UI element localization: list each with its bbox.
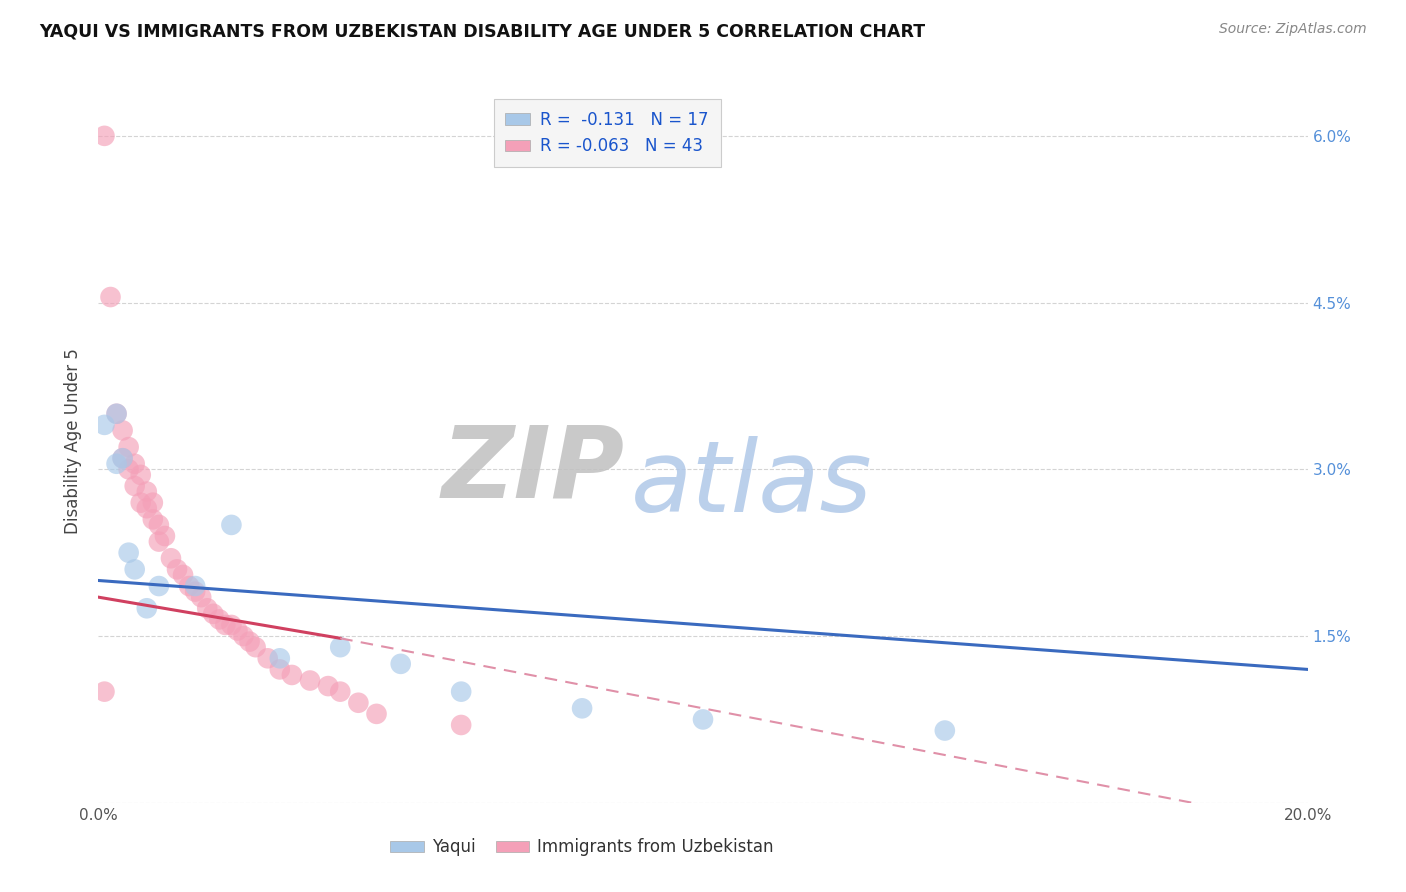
Point bbox=[184, 584, 207, 599]
Point bbox=[105, 407, 128, 421]
Point bbox=[142, 512, 165, 526]
Point bbox=[111, 451, 134, 466]
Point bbox=[153, 529, 176, 543]
Point bbox=[329, 640, 352, 655]
Point bbox=[160, 551, 183, 566]
Point bbox=[111, 424, 134, 438]
Point bbox=[148, 517, 170, 532]
Point bbox=[129, 467, 152, 482]
Point bbox=[226, 624, 249, 638]
Point bbox=[221, 618, 243, 632]
Point bbox=[281, 668, 304, 682]
Point bbox=[124, 457, 146, 471]
Point bbox=[118, 462, 141, 476]
Point bbox=[135, 484, 157, 499]
Text: atlas: atlas bbox=[630, 436, 872, 533]
Point bbox=[118, 440, 141, 454]
Point bbox=[221, 517, 243, 532]
Point bbox=[202, 607, 225, 621]
Point bbox=[166, 562, 188, 576]
Point bbox=[256, 651, 278, 665]
Point bbox=[450, 718, 472, 732]
Point bbox=[366, 706, 388, 721]
Point bbox=[208, 612, 231, 626]
Point bbox=[135, 501, 157, 516]
Point bbox=[129, 496, 152, 510]
Point bbox=[299, 673, 322, 688]
Point bbox=[124, 562, 146, 576]
Point bbox=[692, 713, 714, 727]
Legend: Yaqui, Immigrants from Uzbekistan: Yaqui, Immigrants from Uzbekistan bbox=[384, 831, 780, 863]
Text: ZIP: ZIP bbox=[441, 422, 624, 519]
Point bbox=[347, 696, 370, 710]
Point bbox=[232, 629, 254, 643]
Point bbox=[179, 579, 201, 593]
Point bbox=[105, 407, 128, 421]
Y-axis label: Disability Age Under 5: Disability Age Under 5 bbox=[65, 349, 83, 534]
Point bbox=[100, 290, 122, 304]
Point bbox=[245, 640, 267, 655]
Point bbox=[105, 457, 128, 471]
Point bbox=[118, 546, 141, 560]
Point bbox=[450, 684, 472, 698]
Point bbox=[93, 128, 115, 143]
Point bbox=[142, 496, 165, 510]
Point bbox=[214, 618, 236, 632]
Point bbox=[316, 679, 339, 693]
Point bbox=[111, 451, 134, 466]
Point bbox=[148, 534, 170, 549]
Point bbox=[571, 701, 593, 715]
Point bbox=[389, 657, 412, 671]
Point bbox=[135, 601, 157, 615]
Point bbox=[184, 579, 207, 593]
Point bbox=[190, 590, 212, 604]
Text: Source: ZipAtlas.com: Source: ZipAtlas.com bbox=[1219, 22, 1367, 37]
Point bbox=[329, 684, 352, 698]
Point bbox=[124, 479, 146, 493]
Point bbox=[934, 723, 956, 738]
Text: YAQUI VS IMMIGRANTS FROM UZBEKISTAN DISABILITY AGE UNDER 5 CORRELATION CHART: YAQUI VS IMMIGRANTS FROM UZBEKISTAN DISA… bbox=[39, 22, 925, 40]
Point bbox=[269, 662, 291, 676]
Point bbox=[239, 634, 262, 648]
Point bbox=[195, 601, 218, 615]
Point bbox=[172, 568, 194, 582]
Point bbox=[269, 651, 291, 665]
Point bbox=[148, 579, 170, 593]
Point bbox=[93, 684, 115, 698]
Point bbox=[93, 417, 115, 432]
